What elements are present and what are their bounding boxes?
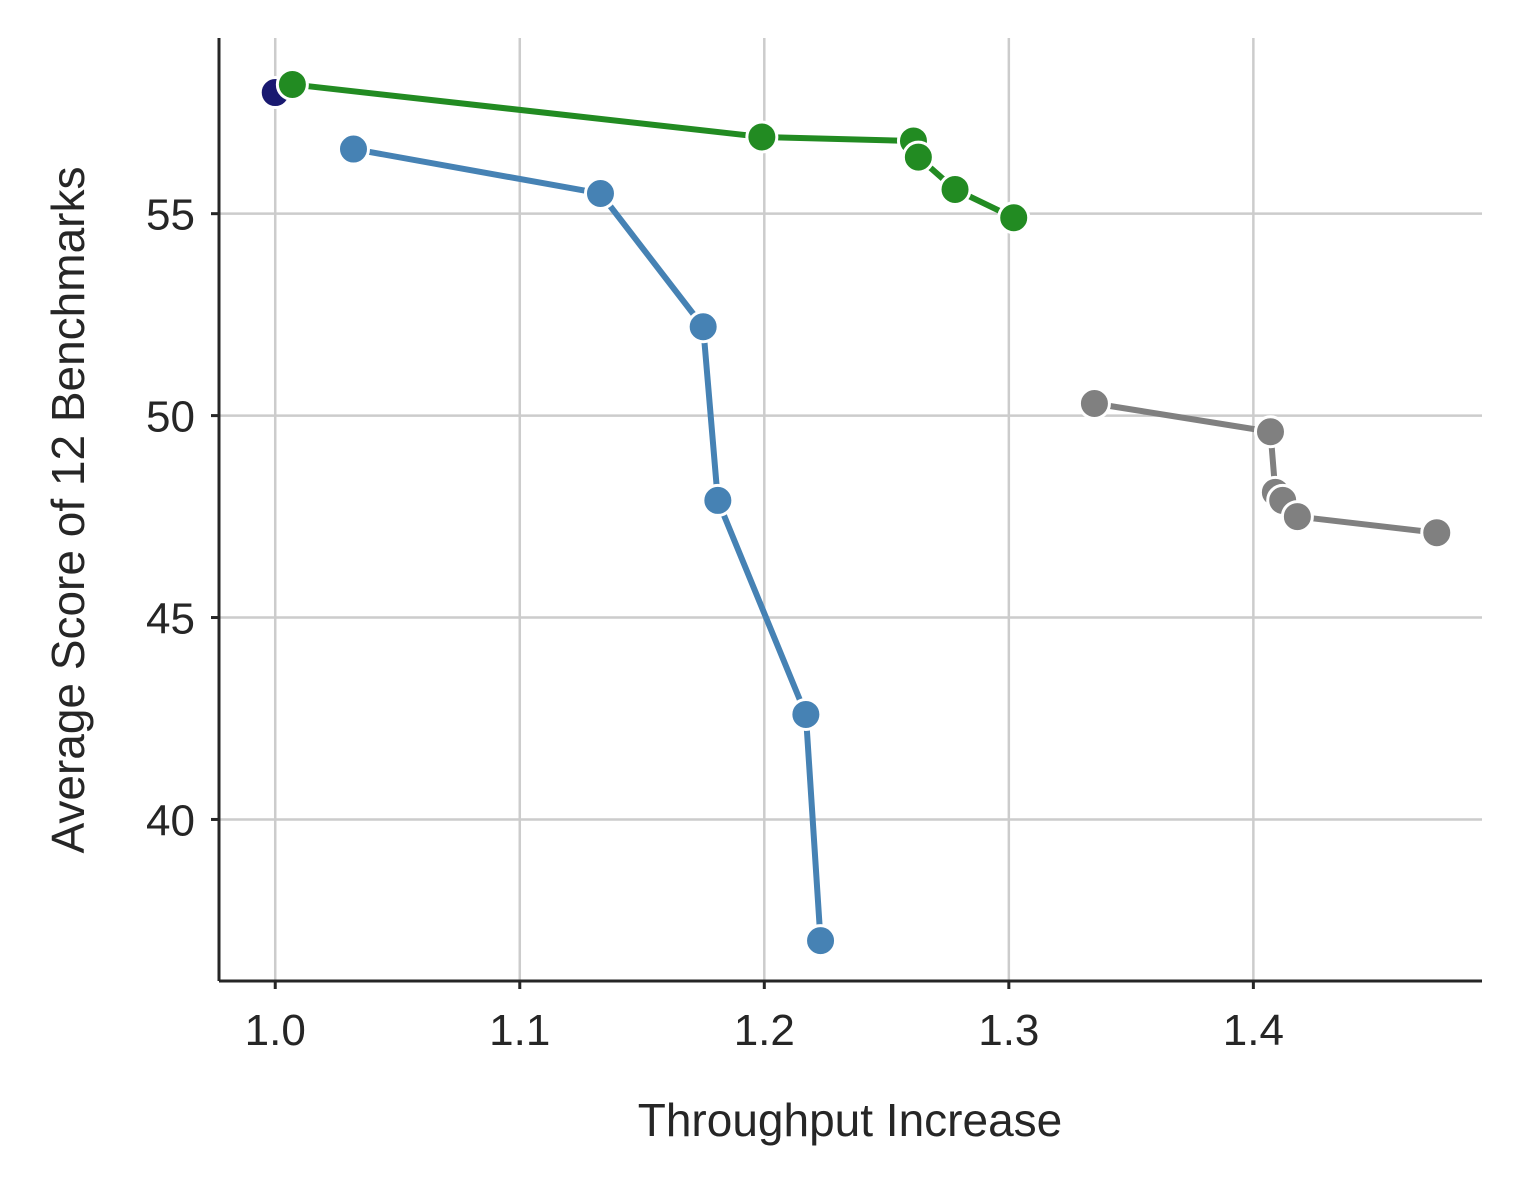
data-point <box>1420 516 1454 550</box>
data-point <box>583 176 617 210</box>
data-point <box>686 310 720 344</box>
data-point <box>901 140 935 174</box>
x-axis-title: Throughput Increase <box>638 1094 1063 1146</box>
data-point <box>701 483 735 517</box>
x-tick-label: 1.1 <box>489 1006 550 1055</box>
y-tick-label: 50 <box>146 393 195 442</box>
data-point <box>745 120 779 154</box>
data-point <box>804 924 838 958</box>
x-tick-label: 1.0 <box>245 1006 306 1055</box>
data-point <box>1077 386 1111 420</box>
x-tick-label: 1.4 <box>1223 1006 1284 1055</box>
data-point <box>997 201 1031 235</box>
y-tick-label: 45 <box>146 595 195 644</box>
series-2 <box>336 132 838 958</box>
y-tick-label: 40 <box>146 796 195 845</box>
series-group <box>258 67 1454 958</box>
x-tick-label: 1.3 <box>978 1006 1039 1055</box>
data-point <box>1280 500 1314 534</box>
data-point <box>275 67 309 101</box>
series-1 <box>275 67 1031 235</box>
data-point <box>938 172 972 206</box>
data-point <box>1253 415 1287 449</box>
series-line <box>350 146 824 944</box>
y-axis-title: Average Score of 12 Benchmarks <box>42 167 94 854</box>
data-point <box>789 697 823 731</box>
axes <box>217 38 1482 983</box>
x-tick-label: 1.2 <box>734 1006 795 1055</box>
grid-lines <box>219 38 1482 981</box>
series-3 <box>1077 386 1454 550</box>
y-tick-label: 55 <box>146 191 195 240</box>
data-point <box>336 132 370 166</box>
tick-labels: 1.0 1.1 1.2 1.3 1.4 40 45 50 55 <box>146 191 1284 1055</box>
